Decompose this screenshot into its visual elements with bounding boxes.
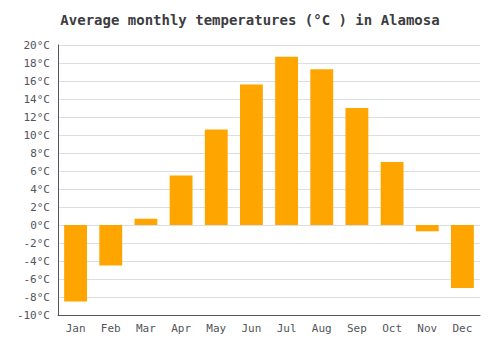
svg-text:16°C: 16°C — [24, 75, 51, 88]
svg-text:Nov: Nov — [417, 322, 437, 335]
svg-text:Sep: Sep — [347, 322, 367, 335]
svg-text:-6°C: -6°C — [24, 273, 51, 286]
svg-text:12°C: 12°C — [24, 111, 51, 124]
svg-text:Jul: Jul — [277, 322, 297, 335]
svg-text:4°C: 4°C — [30, 183, 50, 196]
svg-text:14°C: 14°C — [24, 93, 51, 106]
svg-text:8°C: 8°C — [30, 147, 50, 160]
svg-text:-10°C: -10°C — [17, 309, 50, 322]
svg-text:0°C: 0°C — [30, 219, 50, 232]
svg-text:Jun: Jun — [241, 322, 261, 335]
svg-text:Aug: Aug — [312, 322, 332, 335]
svg-text:Apr: Apr — [171, 322, 191, 335]
svg-text:Feb: Feb — [101, 322, 121, 335]
svg-text:-8°C: -8°C — [24, 291, 51, 304]
svg-text:10°C: 10°C — [24, 129, 51, 142]
svg-text:-4°C: -4°C — [24, 255, 51, 268]
svg-text:2°C: 2°C — [30, 201, 50, 214]
svg-text:Dec: Dec — [452, 322, 472, 335]
svg-text:6°C: 6°C — [30, 165, 50, 178]
svg-text:18°C: 18°C — [24, 57, 51, 70]
svg-text:Mar: Mar — [136, 322, 156, 335]
svg-text:May: May — [206, 322, 226, 335]
svg-text:-2°C: -2°C — [24, 237, 51, 250]
svg-text:20°C: 20°C — [24, 39, 51, 52]
svg-text:Average monthly temperatures (: Average monthly temperatures (°C ) in Al… — [60, 12, 439, 28]
svg-text:Jan: Jan — [66, 322, 86, 335]
svg-text:Oct: Oct — [382, 322, 402, 335]
